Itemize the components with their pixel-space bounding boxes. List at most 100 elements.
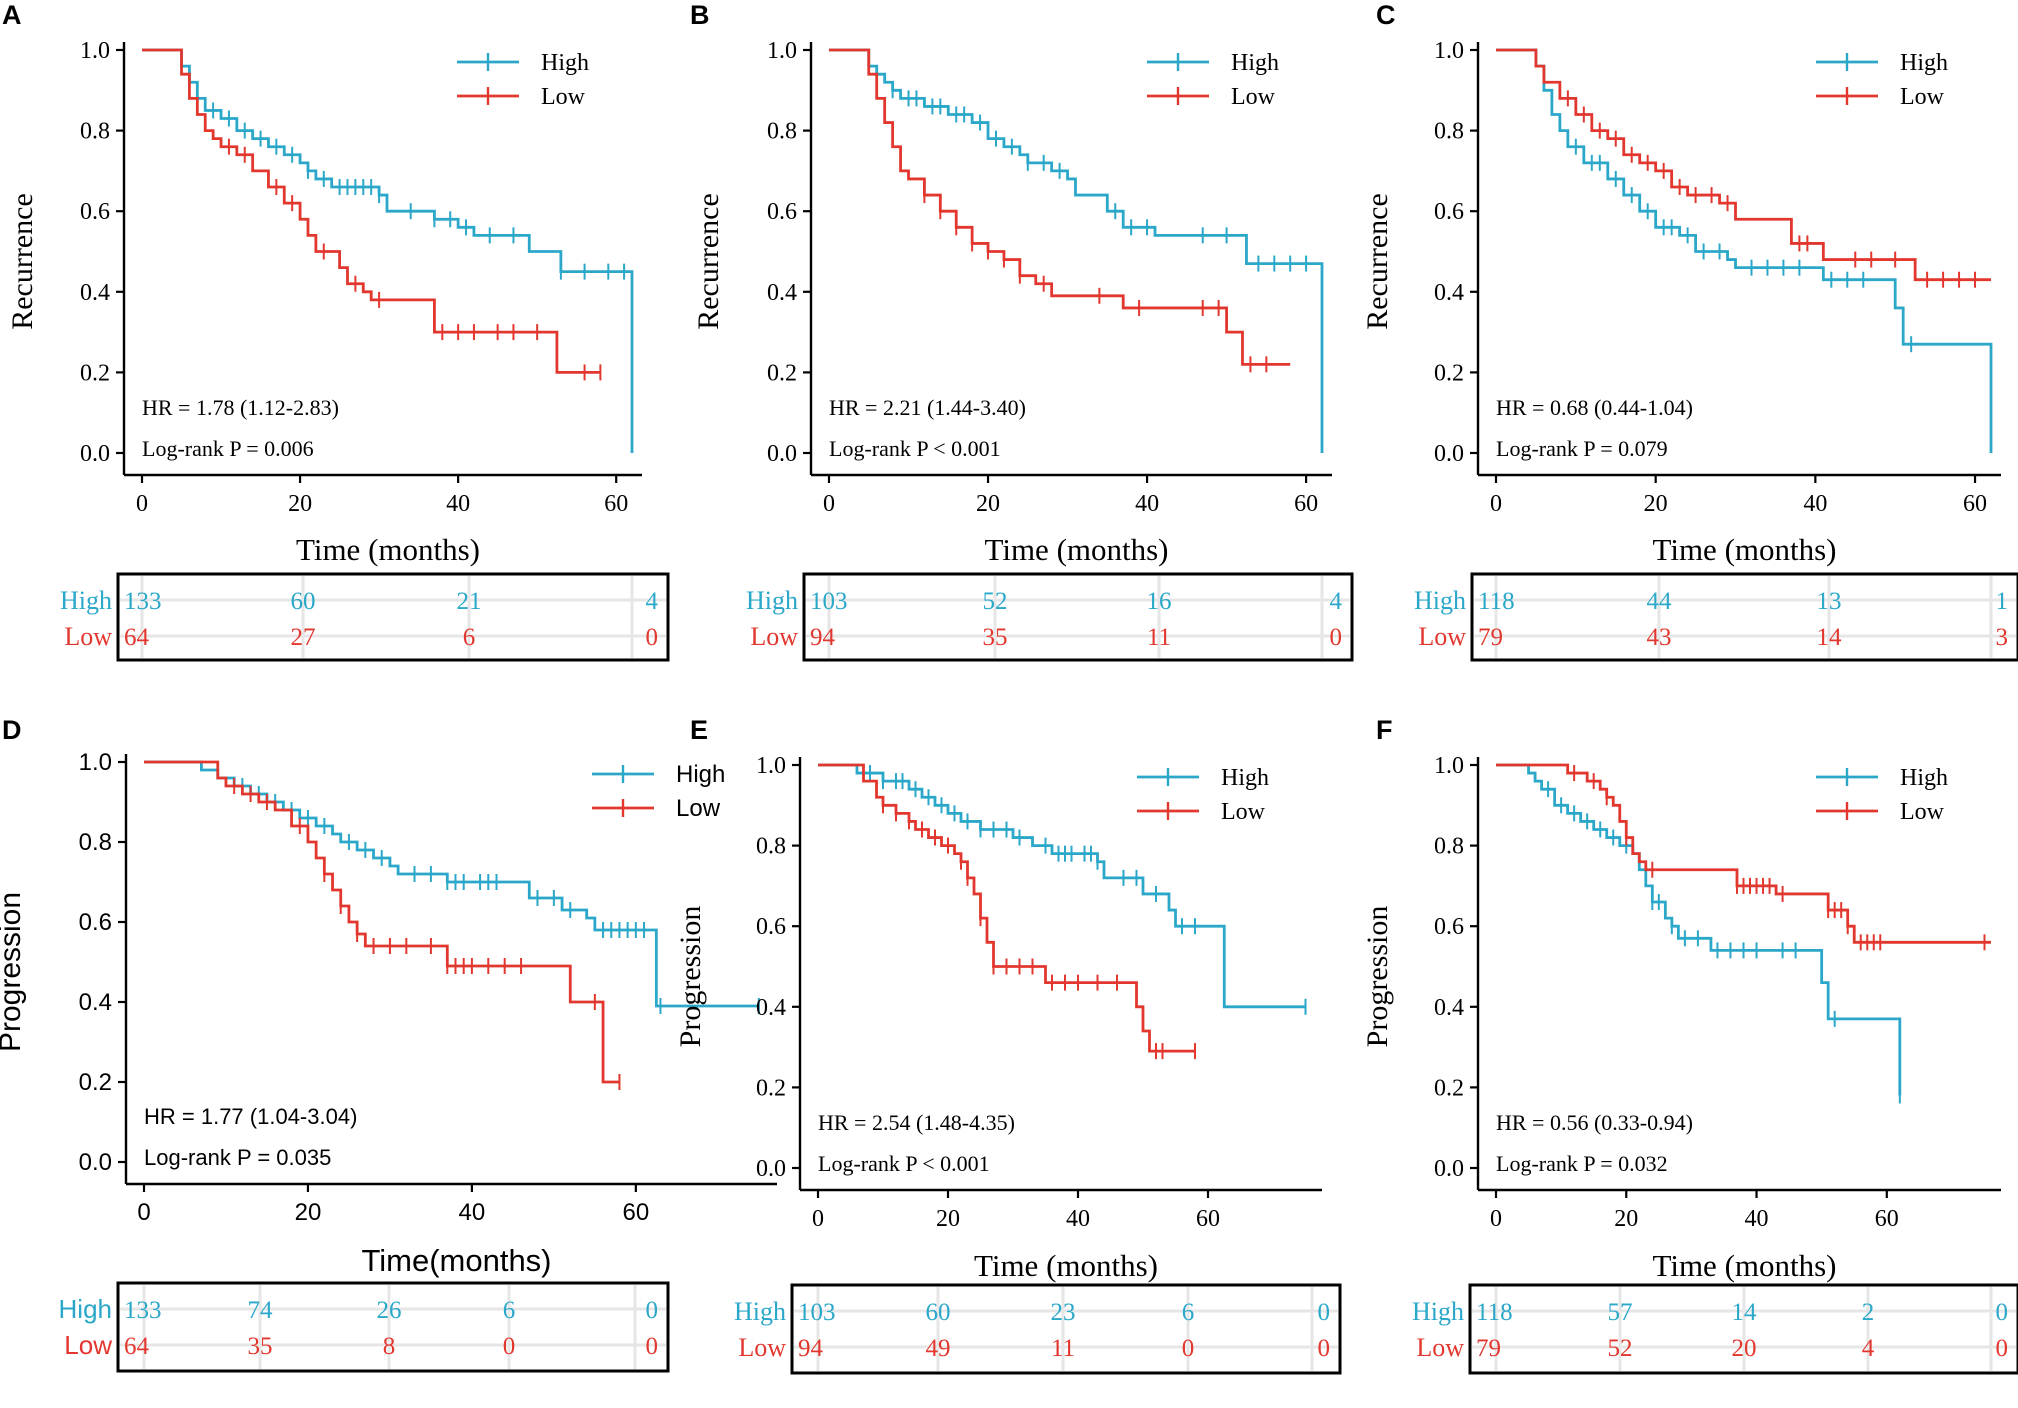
risk-table-frame <box>1470 572 2018 662</box>
y-tick-label: 0.0 <box>767 441 797 467</box>
y-tick-label: 0.2 <box>1434 360 1464 386</box>
risk-count-high: 57 <box>1608 1299 1633 1326</box>
x-tick-label: 40 <box>1135 491 1159 517</box>
risk-count-low: 43 <box>1647 624 1672 651</box>
risk-row-label-low: Low <box>64 622 112 651</box>
x-tick-label: 60 <box>1963 491 1987 517</box>
series-low-curve <box>829 48 1291 366</box>
y-tick-label: 1.0 <box>767 38 797 64</box>
y-tick-label: 0.8 <box>1434 834 1464 860</box>
y-tick-label: 0.4 <box>767 280 797 306</box>
series-high-curve <box>1496 48 1993 453</box>
x-axis-label: Time (months) <box>974 1248 1158 1283</box>
y-tick-label: 0.6 <box>1434 199 1464 225</box>
risk-count-high: 6 <box>1182 1299 1195 1326</box>
legend-high-label: High <box>1221 765 1269 791</box>
y-tick-label: 0.4 <box>756 995 786 1021</box>
legend-low-label: Low <box>1231 84 1276 110</box>
risk-count-high: 44 <box>1647 588 1673 615</box>
x-tick-label: 20 <box>288 491 312 517</box>
risk-count-low: 8 <box>383 1333 396 1360</box>
series-high-curve <box>144 760 759 1008</box>
y-axis-label: Progression <box>0 892 27 1052</box>
risk-row-label-low: Low <box>738 1333 786 1362</box>
legend-low-label: Low <box>1221 799 1266 825</box>
series-low-curve <box>818 763 1195 1053</box>
panel-letter: F <box>1376 715 1393 745</box>
legend-high-label: High <box>676 761 725 788</box>
risk-table-frame <box>802 572 1354 662</box>
risk-count-high: 133 <box>124 588 162 615</box>
series-high-curve <box>818 763 1306 1009</box>
risk-count-low: 79 <box>1476 1335 1501 1362</box>
risk-count-low: 0 <box>1330 624 1343 651</box>
hazard-ratio-text: HR = 1.77 (1.04-3.04) <box>144 1104 357 1129</box>
x-tick-label: 0 <box>136 491 148 517</box>
risk-table-frame <box>116 1281 670 1373</box>
x-tick-label: 60 <box>1196 1206 1220 1232</box>
y-axis-label: Recurrence <box>692 193 725 330</box>
risk-row-label-high: High <box>734 1297 786 1326</box>
risk-count-low: 6 <box>463 624 476 651</box>
risk-count-low: 14 <box>1817 624 1843 651</box>
x-tick-label: 40 <box>1066 1206 1090 1232</box>
logrank-p-text: Log-rank P < 0.001 <box>829 436 1001 461</box>
risk-count-high: 103 <box>810 588 848 615</box>
risk-row-label-high: High <box>746 586 798 615</box>
hazard-ratio-text: HR = 1.78 (1.12-2.83) <box>142 395 339 420</box>
risk-count-high: 21 <box>457 588 482 615</box>
logrank-p-text: Log-rank P = 0.006 <box>142 436 314 461</box>
x-tick-label: 0 <box>1490 1206 1502 1232</box>
x-tick-label: 0 <box>812 1206 824 1232</box>
panel-c: C 0.0 0.2 0.4 0.6 0.8 1.0 0 20 40 60 Recurrence Time… <box>1361 0 2018 662</box>
hazard-ratio-text: HR = 0.68 (0.44-1.04) <box>1496 395 1693 420</box>
risk-table-frame <box>790 1283 1342 1375</box>
panel-letter: B <box>690 0 710 30</box>
risk-row-label-low: Low <box>64 1330 112 1360</box>
risk-count-high: 26 <box>377 1297 402 1324</box>
series-high-curve <box>1496 763 1902 1096</box>
y-tick-label: 0.6 <box>756 914 786 940</box>
y-tick-label: 0.8 <box>80 119 110 145</box>
risk-count-low: 11 <box>1147 624 1171 651</box>
y-tick-label: 0.4 <box>1434 280 1464 306</box>
x-tick-label: 0 <box>823 491 835 517</box>
risk-count-low: 4 <box>1862 1335 1875 1362</box>
x-tick-label: 20 <box>1644 491 1668 517</box>
risk-count-high: 118 <box>1476 1299 1513 1326</box>
risk-count-high: 4 <box>646 588 659 615</box>
hazard-ratio-text: HR = 2.54 (1.48-4.35) <box>818 1110 1015 1135</box>
y-tick-label: 1.0 <box>1434 38 1464 64</box>
y-tick-label: 0.2 <box>80 360 110 386</box>
risk-row-label-low: Low <box>750 622 798 651</box>
x-tick-label: 0 <box>137 1199 150 1226</box>
risk-table: High Low 118 44 13 1 79 43 14 3 <box>1414 572 2018 662</box>
risk-count-low: 20 <box>1732 1335 1757 1362</box>
risk-count-low: 79 <box>1478 624 1503 651</box>
x-axis-label: Time (months) <box>296 532 480 567</box>
logrank-p-text: Log-rank P = 0.079 <box>1496 436 1668 461</box>
y-tick-label: 0.6 <box>79 909 112 936</box>
x-axis-label: Time(months) <box>361 1243 551 1278</box>
risk-row-label-high: High <box>60 586 112 615</box>
risk-count-high: 103 <box>798 1299 836 1326</box>
risk-row-label-high: High <box>1414 586 1466 615</box>
risk-count-high: 1 <box>1996 588 2009 615</box>
risk-count-low: 0 <box>1996 1335 2009 1362</box>
risk-count-high: 60 <box>291 588 316 615</box>
series-low-curve <box>142 48 601 374</box>
panel-d: D0.00.20.40.60.81.00 20 40 60ProgressionTim… <box>0 715 777 1373</box>
logrank-p-text: Log-rank P = 0.032 <box>1496 1151 1668 1176</box>
risk-count-low: 64 <box>124 624 150 651</box>
y-tick-label: 0.0 <box>1434 441 1464 467</box>
risk-table: High Low 103 52 16 4 94 35 11 0 <box>746 572 1354 662</box>
x-tick-label: 60 <box>1294 491 1318 517</box>
risk-count-low: 11 <box>1051 1335 1075 1362</box>
risk-count-high: 4 <box>1330 588 1343 615</box>
y-tick-label: 0.0 <box>1434 1156 1464 1182</box>
risk-count-low: 94 <box>810 624 836 651</box>
